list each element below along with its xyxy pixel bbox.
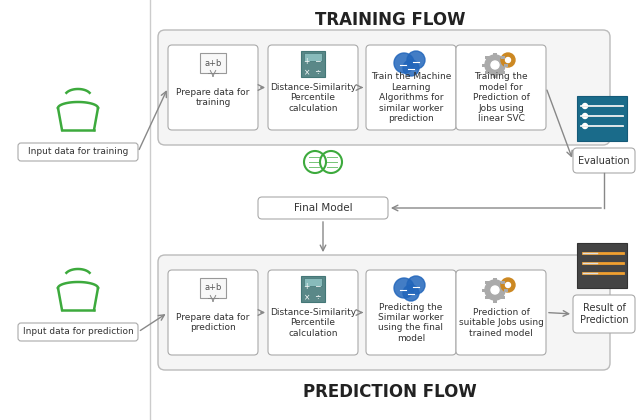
Bar: [304, 278, 322, 286]
Bar: [504, 289, 508, 291]
Bar: [200, 53, 226, 73]
Text: Distance-Similarity
Percentile
calculation: Distance-Similarity Percentile calculati…: [270, 308, 356, 338]
Circle shape: [501, 53, 515, 67]
Bar: [304, 53, 322, 61]
Text: Predicting the
Similar worker
using the final
model: Predicting the Similar worker using the …: [378, 302, 444, 343]
Circle shape: [407, 51, 425, 69]
FancyBboxPatch shape: [168, 45, 258, 130]
Text: Distance-Similarity
Percentile
calculation: Distance-Similarity Percentile calculati…: [270, 83, 356, 113]
Bar: [200, 278, 226, 298]
Bar: [493, 52, 497, 55]
Text: Evaluation: Evaluation: [578, 155, 630, 165]
Circle shape: [501, 278, 515, 292]
Bar: [482, 289, 486, 291]
Bar: [301, 51, 325, 77]
Circle shape: [394, 278, 414, 298]
Bar: [485, 56, 489, 59]
FancyBboxPatch shape: [268, 45, 358, 130]
Text: Input data for prediction: Input data for prediction: [22, 328, 133, 336]
FancyBboxPatch shape: [158, 30, 610, 145]
Bar: [493, 74, 497, 78]
Circle shape: [491, 61, 499, 69]
Circle shape: [394, 53, 414, 73]
Bar: [485, 296, 489, 299]
FancyBboxPatch shape: [168, 270, 258, 355]
FancyBboxPatch shape: [158, 255, 610, 370]
FancyBboxPatch shape: [573, 148, 635, 173]
Circle shape: [582, 113, 588, 118]
Text: Input data for training: Input data for training: [28, 147, 128, 157]
Bar: [500, 71, 505, 74]
Circle shape: [506, 58, 511, 63]
FancyBboxPatch shape: [18, 323, 138, 341]
Circle shape: [485, 55, 505, 75]
Circle shape: [582, 103, 588, 108]
Circle shape: [506, 283, 511, 288]
FancyBboxPatch shape: [573, 295, 635, 333]
Bar: [577, 243, 627, 288]
Circle shape: [491, 286, 499, 294]
Circle shape: [407, 276, 425, 294]
Text: PREDICTION FLOW: PREDICTION FLOW: [303, 383, 477, 401]
Bar: [504, 63, 508, 66]
Circle shape: [403, 285, 419, 301]
Text: +  −
×  ÷: + − × ÷: [304, 282, 322, 302]
FancyBboxPatch shape: [258, 197, 388, 219]
FancyBboxPatch shape: [18, 143, 138, 161]
FancyBboxPatch shape: [268, 270, 358, 355]
Bar: [500, 281, 505, 284]
FancyBboxPatch shape: [366, 45, 456, 130]
Text: a+b: a+b: [204, 58, 221, 68]
Bar: [493, 278, 497, 281]
Bar: [500, 296, 505, 299]
FancyBboxPatch shape: [366, 270, 456, 355]
Text: Final Model: Final Model: [294, 203, 352, 213]
Text: Result of
Prediction: Result of Prediction: [580, 303, 628, 325]
Bar: [482, 63, 486, 66]
Bar: [301, 276, 325, 302]
Text: TRAINING FLOW: TRAINING FLOW: [315, 11, 465, 29]
Circle shape: [582, 123, 588, 129]
Circle shape: [403, 60, 419, 76]
Text: +  −
×  ÷: + − × ÷: [304, 57, 322, 77]
Bar: [500, 56, 505, 59]
Text: Train the Machine
Learning
Algorithms for
similar worker
prediction: Train the Machine Learning Algorithms fo…: [371, 72, 451, 123]
Text: Training the
model for
Prediction of
Jobs using
linear SVC: Training the model for Prediction of Job…: [472, 72, 529, 123]
Bar: [485, 71, 489, 74]
Bar: [485, 281, 489, 284]
Text: Prediction of
suitable Jobs using
trained model: Prediction of suitable Jobs using traine…: [459, 308, 543, 338]
Bar: [577, 96, 627, 141]
Text: Prepare data for
training: Prepare data for training: [176, 88, 250, 108]
FancyBboxPatch shape: [456, 45, 546, 130]
FancyBboxPatch shape: [456, 270, 546, 355]
Circle shape: [485, 280, 505, 300]
Bar: [493, 299, 497, 302]
Text: Prepare data for
prediction: Prepare data for prediction: [176, 313, 250, 332]
Text: a+b: a+b: [204, 284, 221, 292]
